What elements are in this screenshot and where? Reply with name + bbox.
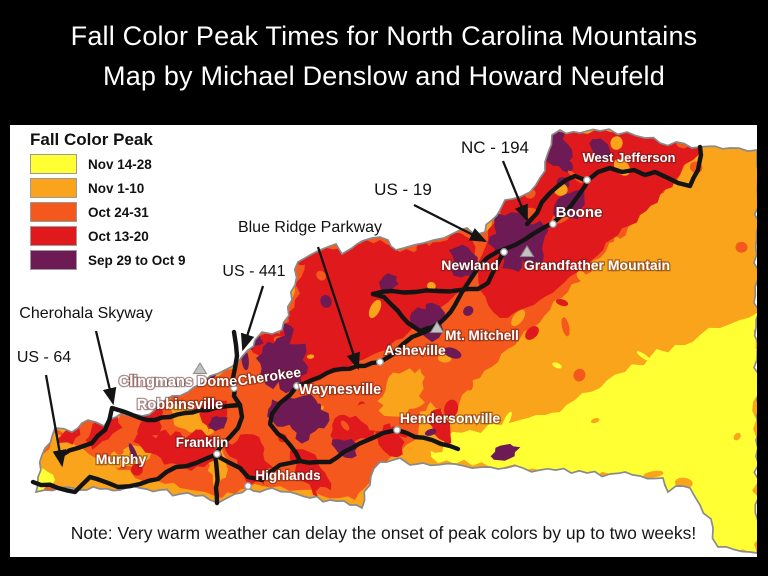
map-canvas: NC - 194 US - 19 Blue Ridge Parkway US - 44…: [17, 128, 757, 554]
note-text: Note: Very warm weather can delay the on…: [70, 523, 697, 543]
region-nov-1-10-valley: [163, 404, 214, 436]
town-label-murphy: Murphy: [96, 451, 147, 467]
town-marker-newland: [500, 248, 508, 256]
town-marker-west-jefferson: [583, 176, 591, 184]
town-marker-hendersonville: [393, 426, 401, 434]
legend-rows: Nov 14-28 Nov 1-10 Oct 24-31 Oct 13-20 Sep 2…: [30, 154, 186, 270]
legend-swatch: [30, 154, 77, 174]
town-label-mt-mitchell: Mt. Mitchell: [445, 328, 519, 343]
legend-label: Oct 13-20: [88, 228, 149, 244]
road-line: [267, 383, 303, 464]
town-label-asheville: Asheville: [384, 342, 446, 358]
title-line-1: Fall Color Peak Times for North Carolina…: [70, 21, 698, 51]
region-sep-29-oct-9-patch: [490, 443, 521, 461]
region-oct-13-20-patch: [225, 434, 274, 486]
legend-swatch: [30, 250, 77, 270]
region-sep-29-oct-9-patch: [267, 394, 330, 444]
region-oct-13-20-ridge: [250, 233, 478, 388]
legend-swatch: [30, 178, 77, 198]
region-oct-13-20-patch: [137, 406, 164, 443]
town-marker-highlands: [244, 482, 252, 490]
region-sep-29-oct-9-patch: [589, 138, 612, 164]
town-label-robbinsville: Robbinsville: [137, 397, 223, 413]
leader-arrow-us-19: [413, 203, 488, 243]
legend-swatch: [30, 226, 77, 246]
slide-title: Fall Color Peak Times for North Carolina…: [0, 16, 768, 96]
town-label-newland: Newland: [441, 257, 499, 273]
road-label-blue-ridge-parkway: Blue Ridge Parkway: [238, 219, 382, 236]
map-panel: NC - 194 US - 19 Blue Ridge Parkway US - 44…: [10, 125, 757, 557]
mountain-marker-clingmans-dome: [192, 362, 208, 374]
legend-label: Nov 1-10: [88, 180, 145, 196]
town-label-clingmans-dome: Clingmans Dome: [119, 374, 237, 390]
legend-row: Nov 14-28: [30, 154, 186, 174]
road-line: [524, 173, 588, 227]
region-nov-1-10-valley: [104, 445, 152, 469]
town-label-franklin: Franklin: [176, 435, 229, 450]
legend-title: Fall Color Peak: [30, 130, 153, 149]
region-nov-14-28: [430, 313, 757, 553]
legend-row: Nov 1-10: [30, 178, 186, 198]
legend-row: Sep 29 to Oct 9: [30, 250, 186, 270]
region-nov-1-10-valley: [377, 368, 425, 417]
town-label-waynesville: Waynesville: [299, 382, 381, 398]
state-boundary-outline: [34, 128, 757, 554]
legend-swatch: [30, 202, 77, 222]
town-marker-franklin: [213, 450, 221, 458]
legend-label: Nov 14-28: [88, 156, 152, 172]
legend-row: Oct 24-31: [30, 202, 186, 222]
legend-row: Oct 13-20: [30, 226, 186, 246]
road-label-nc-194: NC - 194: [461, 138, 529, 157]
region-sep-29-oct-9-patch: [448, 244, 478, 278]
map-legend: Fall Color Peak Nov 14-28 Nov 1-10 Oct 24-…: [30, 130, 186, 274]
town-label-highlands: Highlands: [255, 468, 320, 483]
town-marker-boone: [549, 220, 557, 228]
town-label-grandfather-mountain: Grandfather Mountain: [524, 257, 670, 273]
region-sep-29-oct-9-patch: [255, 323, 309, 394]
town-marker-asheville: [376, 358, 384, 366]
region-sep-29-oct-9-patch: [378, 273, 399, 294]
leader-arrow-us-64: [44, 374, 67, 468]
roads: [30, 144, 704, 506]
town-marker-waynesville: [293, 382, 301, 390]
road-line: [30, 427, 461, 495]
road-label-us-441: US - 441: [222, 263, 285, 280]
road-label-us-19: US - 19: [374, 180, 432, 199]
legend-label: Oct 24-31: [88, 204, 149, 220]
town-label-hendersonville: Hendersonville: [400, 410, 501, 426]
region-sep-29-oct-9-patch: [331, 438, 358, 459]
legend-label: Sep 29 to Oct 9: [88, 252, 186, 268]
road-label-cherohala-skyway: Cherohala Skyway: [19, 305, 152, 322]
road-line: [212, 329, 245, 458]
town-marker-cherokee: [230, 384, 238, 392]
mountain-marker-mt-mitchell: [429, 321, 445, 333]
title-line-2: Map by Michael Denslow and Howard Neufel…: [103, 61, 665, 91]
town-label-west-jefferson: West Jefferson: [583, 150, 676, 165]
leader-arrow-blue-ridge-parkway: [316, 246, 360, 371]
town-label-boone: Boone: [556, 204, 603, 221]
road-line: [370, 246, 508, 297]
mountain-marker-grandfather-mountain: [519, 245, 535, 257]
road-label-us-64: US - 64: [17, 349, 71, 366]
leader-arrow-us-441: [240, 285, 265, 352]
leader-arrow-nc-194: [501, 160, 529, 223]
region-sep-29-oct-9-patch: [208, 416, 228, 432]
leader-arrow-cherohala-skyway: [94, 330, 117, 406]
road-line: [212, 452, 220, 506]
road-line: [370, 291, 440, 334]
road-line: [59, 402, 243, 458]
